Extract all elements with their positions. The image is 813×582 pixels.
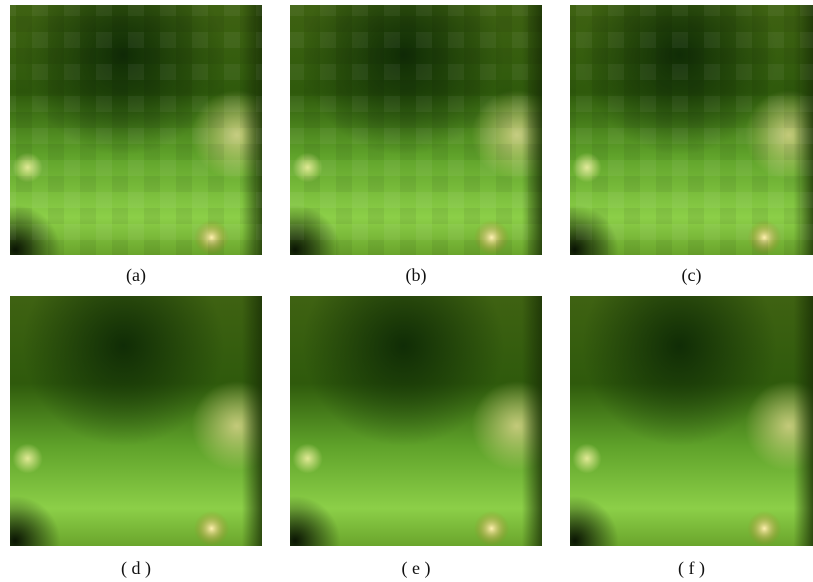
panel-caption: ( d ) — [121, 558, 151, 579]
panel-caption: (c) — [682, 265, 702, 286]
image-panel — [290, 296, 542, 546]
panel-caption: (a) — [126, 265, 146, 286]
figure: (a) (b) (c) ( d ) ( e ) ( f ) — [0, 0, 813, 582]
compression-blocks — [10, 5, 262, 255]
image-panel — [10, 296, 262, 546]
image-panel — [570, 296, 813, 546]
panel-caption: ( e ) — [402, 558, 431, 579]
panel-caption: ( f ) — [678, 558, 705, 579]
panel-caption: (b) — [406, 265, 427, 286]
compression-blocks — [570, 5, 813, 255]
compression-blocks — [290, 5, 542, 255]
